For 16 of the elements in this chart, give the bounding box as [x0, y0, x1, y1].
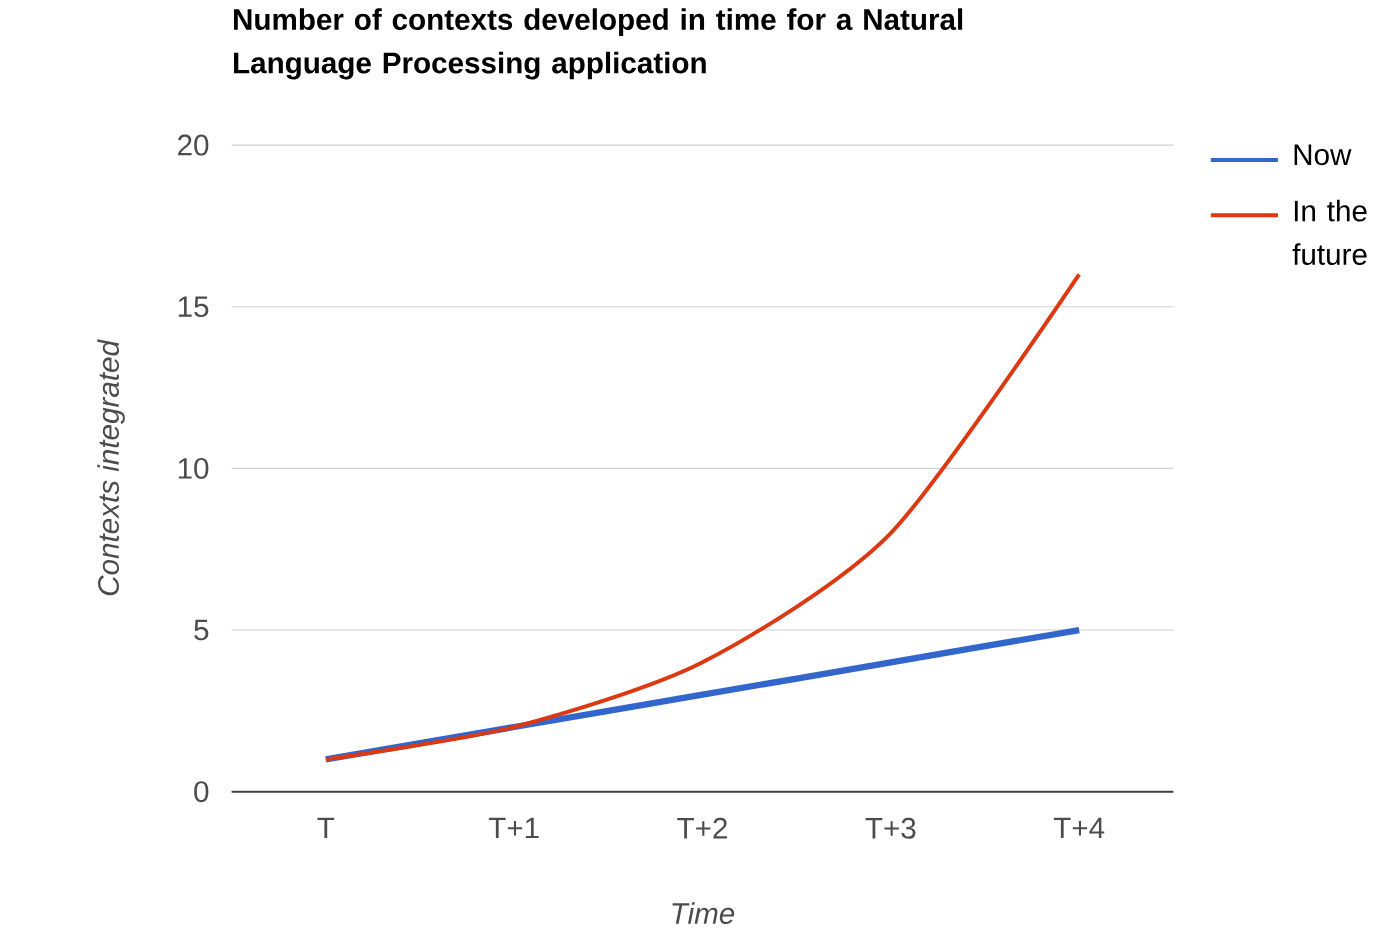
chart-title: Number of contexts developed in time for a Natural Language Processing application	[234, 8, 963, 80]
y-tick-label: 5	[194, 619, 209, 641]
x-tick-label: T+2	[677, 817, 727, 839]
y-axis-title: Contexts integrated	[97, 339, 125, 596]
y-tick-label: 10	[178, 458, 209, 479]
x-tick-label: T	[317, 817, 335, 839]
y-tick-label: 20	[178, 134, 209, 156]
x-tick-label: T+3	[865, 817, 916, 839]
legend-label: In the future	[1292, 199, 1367, 266]
line-series	[323, 272, 1082, 762]
x-tick-label: T+1	[488, 817, 539, 839]
x-axis-title: Time	[672, 902, 735, 925]
legend-label: Now	[1294, 144, 1352, 166]
x-tick-label: T+4	[1053, 817, 1105, 839]
y-tick-label: 0	[194, 781, 209, 803]
y-tick-label: 15	[178, 296, 209, 318]
